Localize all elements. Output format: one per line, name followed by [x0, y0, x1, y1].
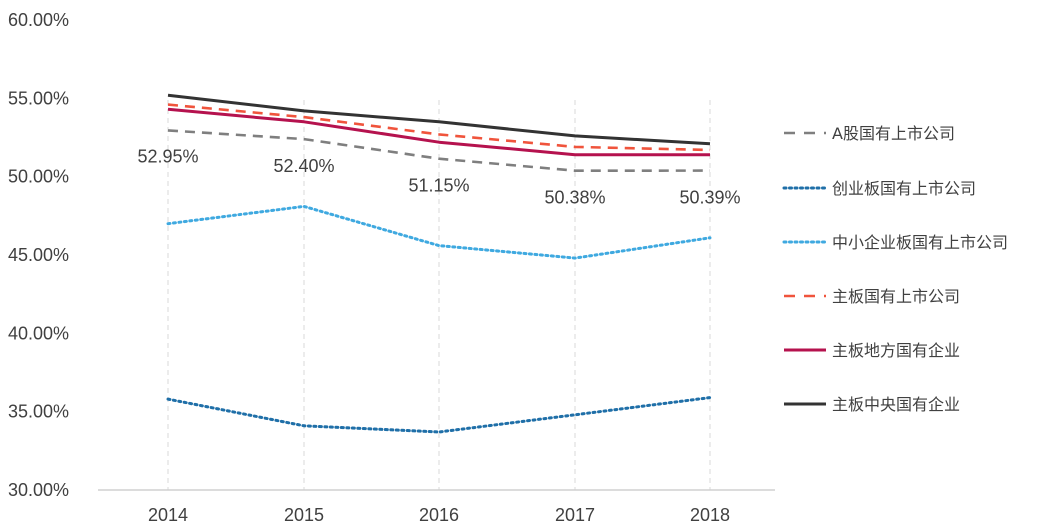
legend-label: 创业板国有上市公司 — [832, 179, 976, 198]
y-tick-label: 45.00% — [8, 245, 69, 265]
x-tick-label: 2018 — [690, 505, 730, 525]
data-label: 52.40% — [273, 156, 334, 176]
x-tick-label: 2015 — [284, 505, 324, 525]
legend-label: 主板地方国有企业 — [832, 341, 960, 360]
y-tick-label: 50.00% — [8, 167, 69, 187]
legend-label: A股国有上市公司 — [832, 124, 955, 143]
y-tick-label: 35.00% — [8, 402, 69, 422]
y-axis-ticks: 30.00% 35.00% 40.00% 45.00% 50.00% 55.00% 60.0… — [8, 10, 69, 500]
data-label: 50.38% — [544, 188, 605, 208]
x-axis-ticks: 2014 2015 2016 2017 2018 — [148, 505, 730, 525]
y-tick-label: 55.00% — [8, 88, 69, 108]
x-tick-label: 2014 — [148, 505, 188, 525]
y-tick-label: 40.00% — [8, 323, 69, 343]
legend: A股国有上市公司创业板国有上市公司中小企业板国有上市公司主板国有上市公司主板地方… — [784, 124, 1008, 414]
y-tick-label: 30.00% — [8, 480, 69, 500]
data-label: 50.39% — [679, 188, 740, 208]
legend-label: 主板中央国有企业 — [832, 395, 960, 414]
x-tick-label: 2016 — [419, 505, 459, 525]
legend-label: 中小企业板国有上市公司 — [832, 233, 1008, 252]
data-label: 52.95% — [137, 146, 198, 166]
y-tick-label: 60.00% — [8, 10, 69, 30]
legend-label: 主板国有上市公司 — [832, 287, 960, 306]
data-label: 51.15% — [408, 176, 469, 196]
x-tick-label: 2017 — [555, 505, 595, 525]
series-line-2 — [168, 206, 710, 258]
